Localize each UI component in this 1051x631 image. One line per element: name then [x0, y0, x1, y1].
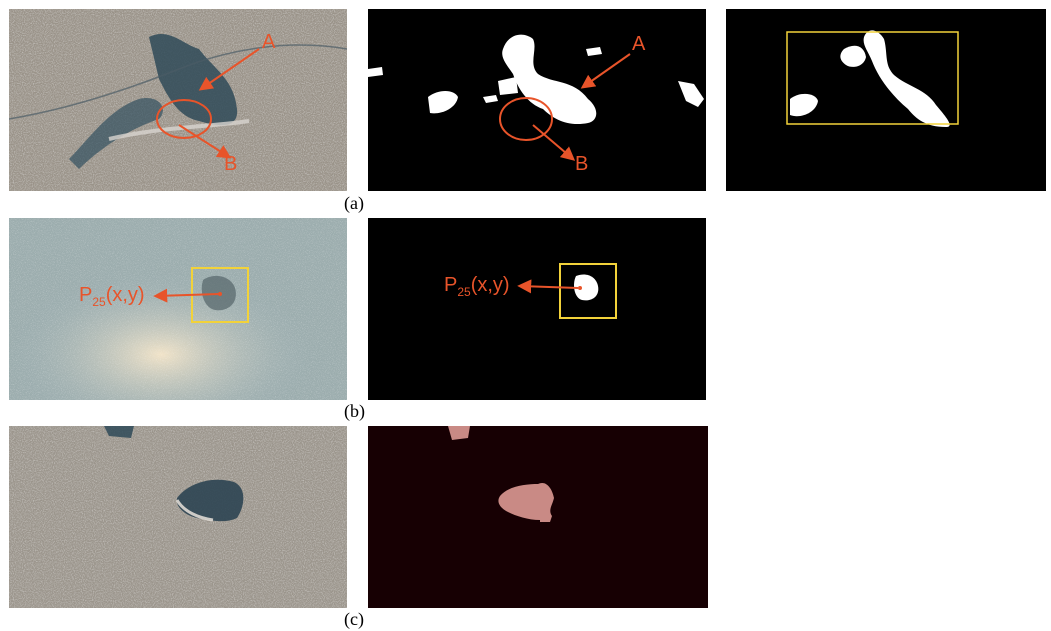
label-b: B: [224, 153, 238, 175]
row-a-mask: A B: [368, 9, 706, 191]
row-b-mask: P25(x,y): [368, 218, 706, 400]
point-label-mask-sub: 25: [457, 285, 471, 299]
row-c-mask: [368, 426, 708, 608]
point-label: P25(x,y): [79, 284, 145, 309]
label-a: A: [262, 31, 276, 53]
label-a-mask: A: [632, 33, 646, 55]
point-label-args: (x,y): [105, 284, 145, 306]
row-b-photo: P25(x,y): [9, 218, 347, 400]
region-b-ellipse-mask: [499, 97, 553, 141]
bounding-box: [786, 31, 959, 125]
point-label-main: P: [79, 284, 93, 306]
point-label-mask: P25(x,y): [444, 274, 510, 299]
row-a-photo: A B: [9, 9, 347, 191]
caption-c: (c): [344, 609, 364, 629]
point-label-mask-args: (x,y): [470, 274, 510, 296]
row-a-bbox: [726, 9, 1046, 191]
caption-a: (a): [344, 193, 364, 213]
label-b-mask: B: [575, 153, 589, 175]
detection-box-mask: [559, 263, 617, 319]
point-label-mask-main: P: [444, 274, 458, 296]
region-b-ellipse: [156, 99, 212, 139]
point-label-sub: 25: [92, 295, 106, 309]
caption-b: (b): [344, 401, 365, 421]
row-c-photo: [9, 426, 347, 608]
